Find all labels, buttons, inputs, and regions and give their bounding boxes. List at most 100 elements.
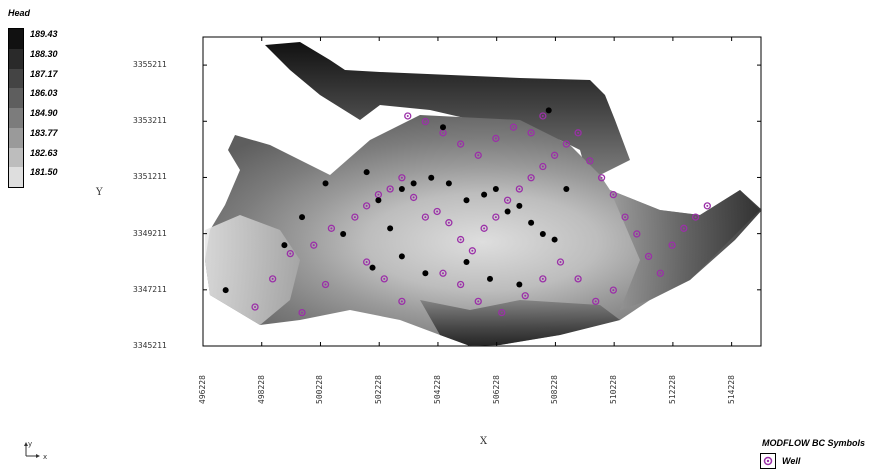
legend-swatch xyxy=(9,88,23,108)
well-marker xyxy=(586,157,594,165)
black-point-marker xyxy=(398,185,405,192)
x-axis-title: X xyxy=(480,436,488,447)
well-marker xyxy=(539,162,547,171)
well-marker xyxy=(398,297,406,306)
well-marker xyxy=(380,275,388,283)
well-marker xyxy=(539,112,547,120)
south-band xyxy=(420,300,620,346)
bc-symbols-title: MODFLOW BC Symbols xyxy=(762,438,865,448)
well-marker xyxy=(468,247,477,255)
black-point-marker xyxy=(222,287,229,294)
legend-value: 188.30 xyxy=(30,48,58,59)
black-point-markers xyxy=(222,107,570,294)
bc-symbol-well: Well xyxy=(760,453,800,469)
well-marker xyxy=(362,258,371,266)
north-arm xyxy=(265,42,630,175)
y-tick-label: 3353211 xyxy=(133,116,167,126)
well-marker xyxy=(633,230,641,238)
well-marker xyxy=(474,151,482,159)
axis-tick-marks xyxy=(202,37,761,347)
black-point-marker xyxy=(504,208,511,215)
y-tick-label: 3345211 xyxy=(133,341,167,350)
legend-value: 181.50 xyxy=(30,167,58,178)
well-marker xyxy=(456,140,465,148)
well-marker xyxy=(703,202,711,210)
well-marker xyxy=(574,129,582,137)
legend-swatch xyxy=(9,127,23,148)
well-marker xyxy=(609,286,617,294)
well-marker xyxy=(321,280,330,289)
well-marker xyxy=(421,213,430,221)
legend-title: Head xyxy=(8,8,31,18)
well-marker xyxy=(386,185,394,193)
black-point-marker xyxy=(545,107,552,114)
y-tick-label: 3347211 xyxy=(133,284,167,294)
west-lobe xyxy=(205,215,300,325)
legend-value: 184.90 xyxy=(30,108,58,118)
well-marker xyxy=(691,213,700,221)
well-marker xyxy=(398,174,406,182)
legend-swatch xyxy=(9,29,23,49)
y-axis-title: Y xyxy=(96,187,103,198)
well-markers xyxy=(251,112,711,317)
well-marker xyxy=(409,193,418,202)
y-tick-label: 3351211 xyxy=(133,172,167,182)
well-marker xyxy=(539,275,547,283)
black-point-marker xyxy=(322,180,329,187)
well-marker xyxy=(474,297,482,306)
well-marker xyxy=(592,297,600,306)
axis-orientation-icon: x y xyxy=(24,440,47,460)
black-point-marker xyxy=(299,214,306,221)
black-point-marker xyxy=(563,185,570,192)
well-marker xyxy=(574,275,582,283)
black-point-marker xyxy=(481,191,488,198)
well-marker xyxy=(327,224,336,232)
legend-swatch xyxy=(9,68,23,89)
black-point-marker xyxy=(492,185,499,192)
well-marker xyxy=(644,252,653,261)
black-point-marker xyxy=(463,259,470,266)
well-marker xyxy=(515,185,524,193)
black-point-marker xyxy=(375,197,382,204)
well-marker xyxy=(556,258,565,266)
well-marker xyxy=(251,303,259,311)
well-marker xyxy=(269,275,277,283)
well-marker xyxy=(609,190,617,199)
well-marker xyxy=(362,202,371,210)
well-marker xyxy=(439,269,447,277)
well-marker xyxy=(456,235,465,244)
black-point-marker xyxy=(463,197,470,204)
black-point-marker xyxy=(398,253,405,260)
well-marker xyxy=(597,174,606,182)
legend-swatch xyxy=(9,108,23,128)
legend-value: 189.43 xyxy=(30,29,58,39)
legend-value: 187.17 xyxy=(30,68,58,79)
black-point-marker xyxy=(428,174,435,181)
well-marker xyxy=(503,196,512,204)
legend-value: 186.03 xyxy=(30,88,58,99)
well-marker xyxy=(621,213,629,221)
black-point-marker xyxy=(516,202,523,209)
well-marker xyxy=(492,134,500,143)
legend-value: 183.77 xyxy=(30,127,58,138)
well-marker xyxy=(298,308,306,317)
legend-swatch xyxy=(9,167,23,187)
well-marker xyxy=(668,241,676,249)
black-point-marker xyxy=(363,169,370,176)
well-marker xyxy=(404,112,412,120)
well-marker xyxy=(492,213,500,221)
legend-value: 182.63 xyxy=(30,147,58,158)
black-point-marker xyxy=(387,225,394,232)
black-point-marker xyxy=(369,264,376,271)
legend-swatch xyxy=(9,48,23,69)
well-marker xyxy=(656,269,664,277)
well-marker xyxy=(351,213,359,221)
black-point-marker xyxy=(439,124,446,131)
well-marker xyxy=(521,292,529,300)
well-marker xyxy=(286,249,294,258)
svg-text:y: y xyxy=(28,440,32,448)
well-marker xyxy=(680,224,688,232)
black-point-marker xyxy=(422,270,429,277)
well-marker xyxy=(480,224,488,232)
